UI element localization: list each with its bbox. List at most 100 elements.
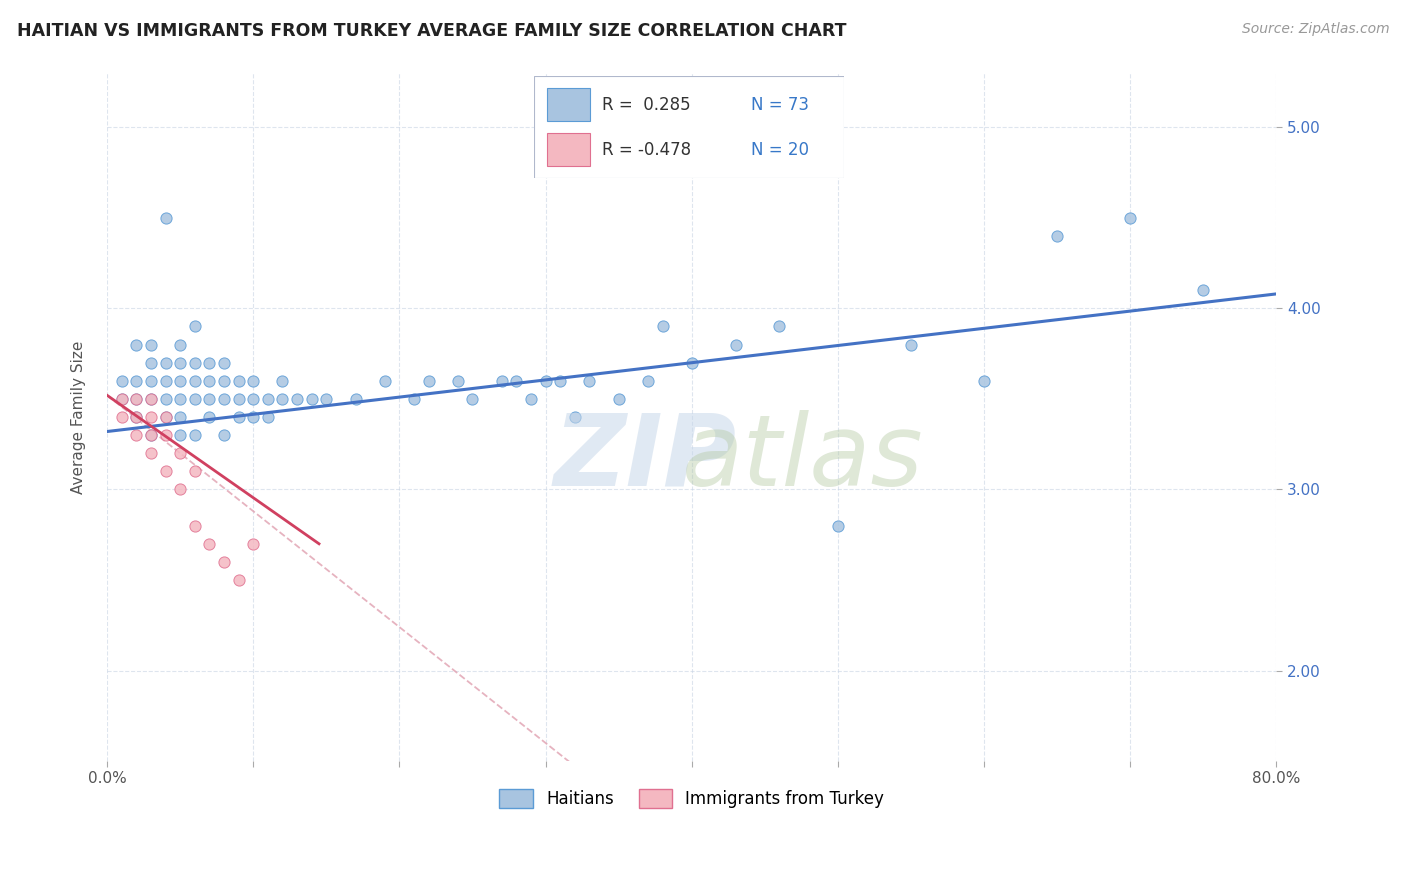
- Point: [155, 392, 177, 406]
- Text: atlas: atlas: [682, 409, 924, 507]
- Point: [125, 374, 148, 388]
- Point: [374, 374, 396, 388]
- Point: [242, 537, 264, 551]
- Point: [169, 374, 191, 388]
- Point: [257, 392, 280, 406]
- Point: [212, 392, 235, 406]
- Point: [212, 555, 235, 569]
- Point: [198, 374, 221, 388]
- Point: [155, 211, 177, 225]
- Point: [212, 428, 235, 442]
- Point: [184, 374, 207, 388]
- Point: [125, 392, 148, 406]
- Point: [228, 374, 250, 388]
- FancyBboxPatch shape: [534, 76, 844, 178]
- Point: [169, 392, 191, 406]
- Point: [169, 428, 191, 442]
- Point: [242, 374, 264, 388]
- Bar: [547, 88, 591, 121]
- Point: [973, 374, 995, 388]
- Point: [271, 392, 294, 406]
- Text: R =  0.285: R = 0.285: [602, 95, 690, 113]
- Point: [139, 428, 162, 442]
- Point: [1192, 283, 1215, 297]
- Point: [271, 374, 294, 388]
- Point: [184, 392, 207, 406]
- Point: [155, 410, 177, 425]
- Point: [315, 392, 337, 406]
- Point: [155, 374, 177, 388]
- Point: [768, 319, 790, 334]
- Point: [139, 392, 162, 406]
- Point: [548, 374, 571, 388]
- Point: [520, 392, 543, 406]
- Point: [169, 483, 191, 497]
- Point: [139, 446, 162, 460]
- Point: [344, 392, 367, 406]
- Point: [900, 337, 922, 351]
- Point: [155, 428, 177, 442]
- Point: [125, 337, 148, 351]
- Point: [155, 464, 177, 478]
- Point: [212, 356, 235, 370]
- Point: [228, 410, 250, 425]
- Point: [228, 392, 250, 406]
- Point: [402, 392, 425, 406]
- Point: [139, 337, 162, 351]
- Point: [242, 392, 264, 406]
- Point: [228, 573, 250, 587]
- Text: ZIP: ZIP: [554, 409, 737, 507]
- Legend: Haitians, Immigrants from Turkey: Haitians, Immigrants from Turkey: [492, 782, 891, 814]
- Point: [285, 392, 308, 406]
- Point: [184, 464, 207, 478]
- Point: [111, 392, 134, 406]
- Point: [111, 392, 134, 406]
- Point: [184, 518, 207, 533]
- Point: [651, 319, 673, 334]
- Point: [607, 392, 630, 406]
- Point: [1119, 211, 1142, 225]
- Point: [505, 374, 527, 388]
- Point: [125, 410, 148, 425]
- Point: [257, 410, 280, 425]
- Point: [111, 374, 134, 388]
- Point: [198, 392, 221, 406]
- Point: [1046, 229, 1069, 244]
- Point: [155, 410, 177, 425]
- Point: [827, 518, 849, 533]
- Point: [212, 374, 235, 388]
- Point: [169, 356, 191, 370]
- Point: [461, 392, 484, 406]
- Point: [139, 410, 162, 425]
- Point: [111, 410, 134, 425]
- Point: [301, 392, 323, 406]
- Point: [242, 410, 264, 425]
- Point: [564, 410, 586, 425]
- Point: [155, 356, 177, 370]
- Text: HAITIAN VS IMMIGRANTS FROM TURKEY AVERAGE FAMILY SIZE CORRELATION CHART: HAITIAN VS IMMIGRANTS FROM TURKEY AVERAG…: [17, 22, 846, 40]
- Bar: [547, 133, 591, 166]
- Point: [578, 374, 600, 388]
- Point: [139, 392, 162, 406]
- Point: [198, 356, 221, 370]
- Point: [724, 337, 747, 351]
- Point: [184, 428, 207, 442]
- Point: [169, 337, 191, 351]
- Point: [534, 374, 557, 388]
- Point: [198, 537, 221, 551]
- Point: [637, 374, 659, 388]
- Y-axis label: Average Family Size: Average Family Size: [72, 341, 86, 493]
- Point: [491, 374, 513, 388]
- Point: [169, 410, 191, 425]
- Point: [184, 356, 207, 370]
- Point: [681, 356, 703, 370]
- Point: [125, 410, 148, 425]
- Point: [125, 428, 148, 442]
- Text: Source: ZipAtlas.com: Source: ZipAtlas.com: [1241, 22, 1389, 37]
- Point: [139, 428, 162, 442]
- Point: [139, 356, 162, 370]
- Point: [447, 374, 470, 388]
- Text: N = 20: N = 20: [751, 141, 808, 159]
- Point: [184, 319, 207, 334]
- Point: [198, 410, 221, 425]
